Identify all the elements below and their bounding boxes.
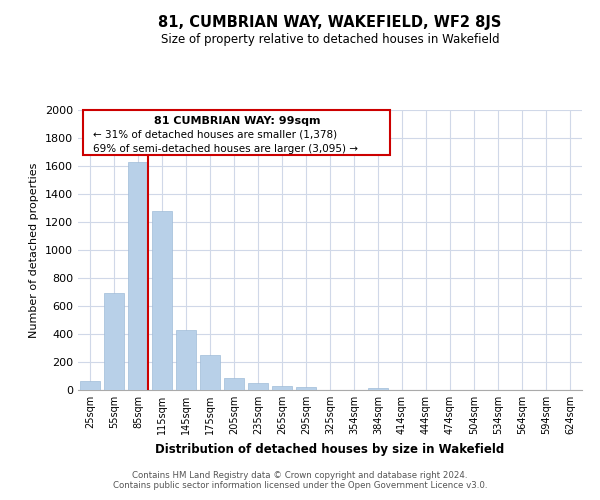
FancyBboxPatch shape <box>83 110 391 155</box>
Bar <box>128 162 148 390</box>
Text: 69% of semi-detached houses are larger (3,095) →: 69% of semi-detached houses are larger (… <box>93 144 358 154</box>
Bar <box>104 294 124 390</box>
X-axis label: Distribution of detached houses by size in Wakefield: Distribution of detached houses by size … <box>155 442 505 456</box>
Bar <box>248 383 268 390</box>
Text: Contains HM Land Registry data © Crown copyright and database right 2024.
Contai: Contains HM Land Registry data © Crown c… <box>113 470 487 490</box>
Bar <box>200 355 220 390</box>
Text: Size of property relative to detached houses in Wakefield: Size of property relative to detached ho… <box>161 32 499 46</box>
Bar <box>296 387 316 390</box>
Bar <box>176 330 196 390</box>
Bar <box>80 381 100 390</box>
Bar <box>152 211 172 390</box>
Bar <box>272 386 292 390</box>
Text: ← 31% of detached houses are smaller (1,378): ← 31% of detached houses are smaller (1,… <box>93 130 337 140</box>
Bar <box>224 378 244 390</box>
Bar <box>368 388 388 390</box>
Text: 81 CUMBRIAN WAY: 99sqm: 81 CUMBRIAN WAY: 99sqm <box>154 116 320 126</box>
Text: 81, CUMBRIAN WAY, WAKEFIELD, WF2 8JS: 81, CUMBRIAN WAY, WAKEFIELD, WF2 8JS <box>158 15 502 30</box>
Y-axis label: Number of detached properties: Number of detached properties <box>29 162 40 338</box>
